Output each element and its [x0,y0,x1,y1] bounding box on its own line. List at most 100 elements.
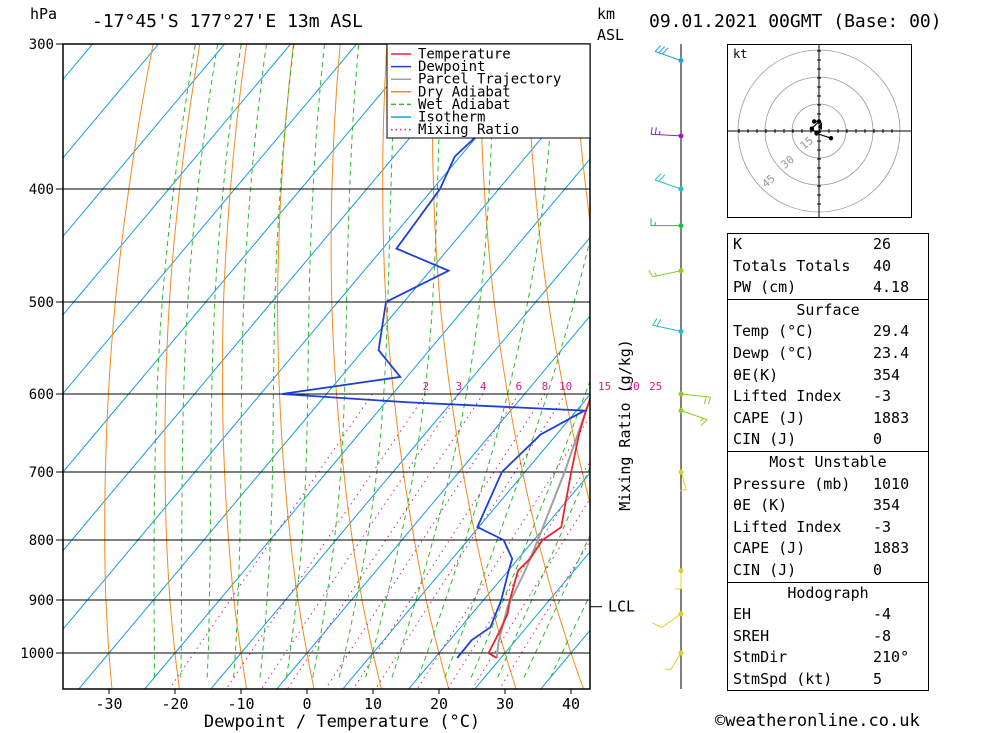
most-unstable-label: Lifted Index [733,517,842,536]
hodograph-table-label: StmSpd (kt) [733,669,833,688]
hodograph-header: Hodograph [728,581,928,605]
wind-barb [678,408,708,427]
wet-adiabat-line [523,534,590,678]
wind-barb [652,318,684,334]
dry-adiabat-line [573,44,590,226]
pressure-tick-label: 900 [29,593,54,609]
isotherm-line [63,44,490,552]
indices-value: 40 [873,256,892,275]
surface-header: Surface [728,298,928,322]
wet-adiabat-line [391,44,496,678]
temperature-tick-label: -20 [161,695,188,713]
x-axis-label: Dewpoint / Temperature (°C) [204,712,480,732]
pressure-tick-label: 300 [29,37,54,53]
location-title: -17°45'S 177°27'E 13m ASL [92,11,363,32]
isotherm-line [144,158,590,689]
temperature-tick-label: 10 [364,695,382,713]
mixing-ratio-label: 20 [626,380,639,393]
isotherm-line [210,236,590,689]
most-unstable-header: Most Unstable [728,450,928,474]
dry-adiabat-line [277,44,315,689]
surface-label: Dewp (°C) [733,343,815,362]
mixing-ratio-label: 3 [456,380,463,393]
legend-box [386,43,591,139]
wind-barb [652,611,684,629]
wet-adiabat-line [497,465,590,678]
legend-entry: Isotherm [418,110,485,126]
mixing-ratio-line [447,461,590,689]
temperature-tick-label: 0 [302,695,311,713]
mixing-ratio-line [260,393,460,689]
legend-entry: Dry Adiabat [418,84,511,100]
wind-barb [675,568,684,590]
wind-barb [664,650,684,671]
most-unstable-value: 1010 [873,474,910,493]
indices-value: 26 [873,235,892,253]
wet-adiabat-line [549,593,590,678]
mixing-ratio-line [324,393,520,689]
hodograph-table-label: SREH [733,626,770,645]
temperature-tick-label: 30 [496,695,514,713]
isotherm-line [408,472,590,689]
most-unstable-row: Lifted Index -3 [728,517,928,539]
mixing-ratio-line [471,497,590,689]
indices-panel: K 26 Totals Totals 40 PW (cm) 4.18 Surface Te… [727,233,929,692]
wet-adiabat-line [338,44,399,678]
hodograph-table-value: 210° [873,648,910,667]
mixing-ratio-label: 2 [423,380,430,393]
lcl-label: LCL [608,598,635,616]
hodograph-table-label: StmDir [733,648,788,667]
most-unstable-label: CAPE (J) [733,539,806,558]
surface-row: CAPE (J) 1883 [728,408,928,430]
mixing-ratio-line [499,540,590,689]
dry-adiabat-line [526,44,590,505]
wet-adiabat-line [180,44,219,678]
dry-adiabat-line [104,44,154,689]
wet-adiabat-line [312,44,360,678]
surface-value: 1883 [873,408,910,427]
pressure-unit-label: hPa [30,5,58,23]
datetime-title: 09.01.2021 00GMT (Base: 00) [649,11,942,32]
wind-barb [678,469,687,491]
temperature-profile [487,372,590,659]
mixing-ratio-label: 25 [649,380,662,393]
hodograph-table-label: EH [733,605,752,624]
surface-row: θE(K) 354 [728,365,928,387]
surface-row: Temp (°C) 29.4 [728,321,928,343]
hodograph-table-row: EH -4 [728,604,928,626]
hodograph-unit-label: kt [733,47,747,61]
isotherm-line [63,44,94,80]
hodograph-point [828,136,834,141]
most-unstable-label: CIN (J) [733,560,797,579]
temperature-tick-label: -30 [95,695,122,713]
pressure-tick-label: 500 [29,295,54,311]
wet-adiabat-line [470,379,590,678]
isotherm-line [342,393,590,689]
dry-adiabat-line [330,44,382,689]
wind-barb [654,44,684,63]
temperature-tick-label: -10 [227,695,254,713]
temperature-tick-label: 40 [562,695,580,713]
temperature-tick-label: 20 [430,695,448,713]
legend-entry: Parcel Trajectory [418,72,561,88]
hodograph-point [812,119,817,124]
isotherm-line [474,551,590,689]
most-unstable-row: CIN (J) 0 [728,560,928,582]
surface-label: θE(K) [733,365,779,384]
surface-label: Lifted Index [733,387,842,406]
wet-adiabat-line [233,44,268,678]
legend-entry: Mixing Ratio [418,122,519,138]
hodograph-table-row: StmDir 210° [728,647,928,669]
surface-value: 354 [873,365,901,384]
mixing-ratio-axis-label: Mixing Ratio (g/kg) [616,339,634,511]
pressure-tick-label: 400 [29,182,54,198]
surface-value: 23.4 [873,343,910,362]
copyright: ©weatheronline.co.uk [715,711,920,731]
hodograph-table-row: SREH -8 [728,626,928,648]
dry-adiabat-line [382,44,450,689]
mixing-ratio-line [416,415,590,689]
wind-barb [650,127,684,139]
surface-label: CAPE (J) [733,408,806,427]
height-unit-label: km [597,5,616,23]
